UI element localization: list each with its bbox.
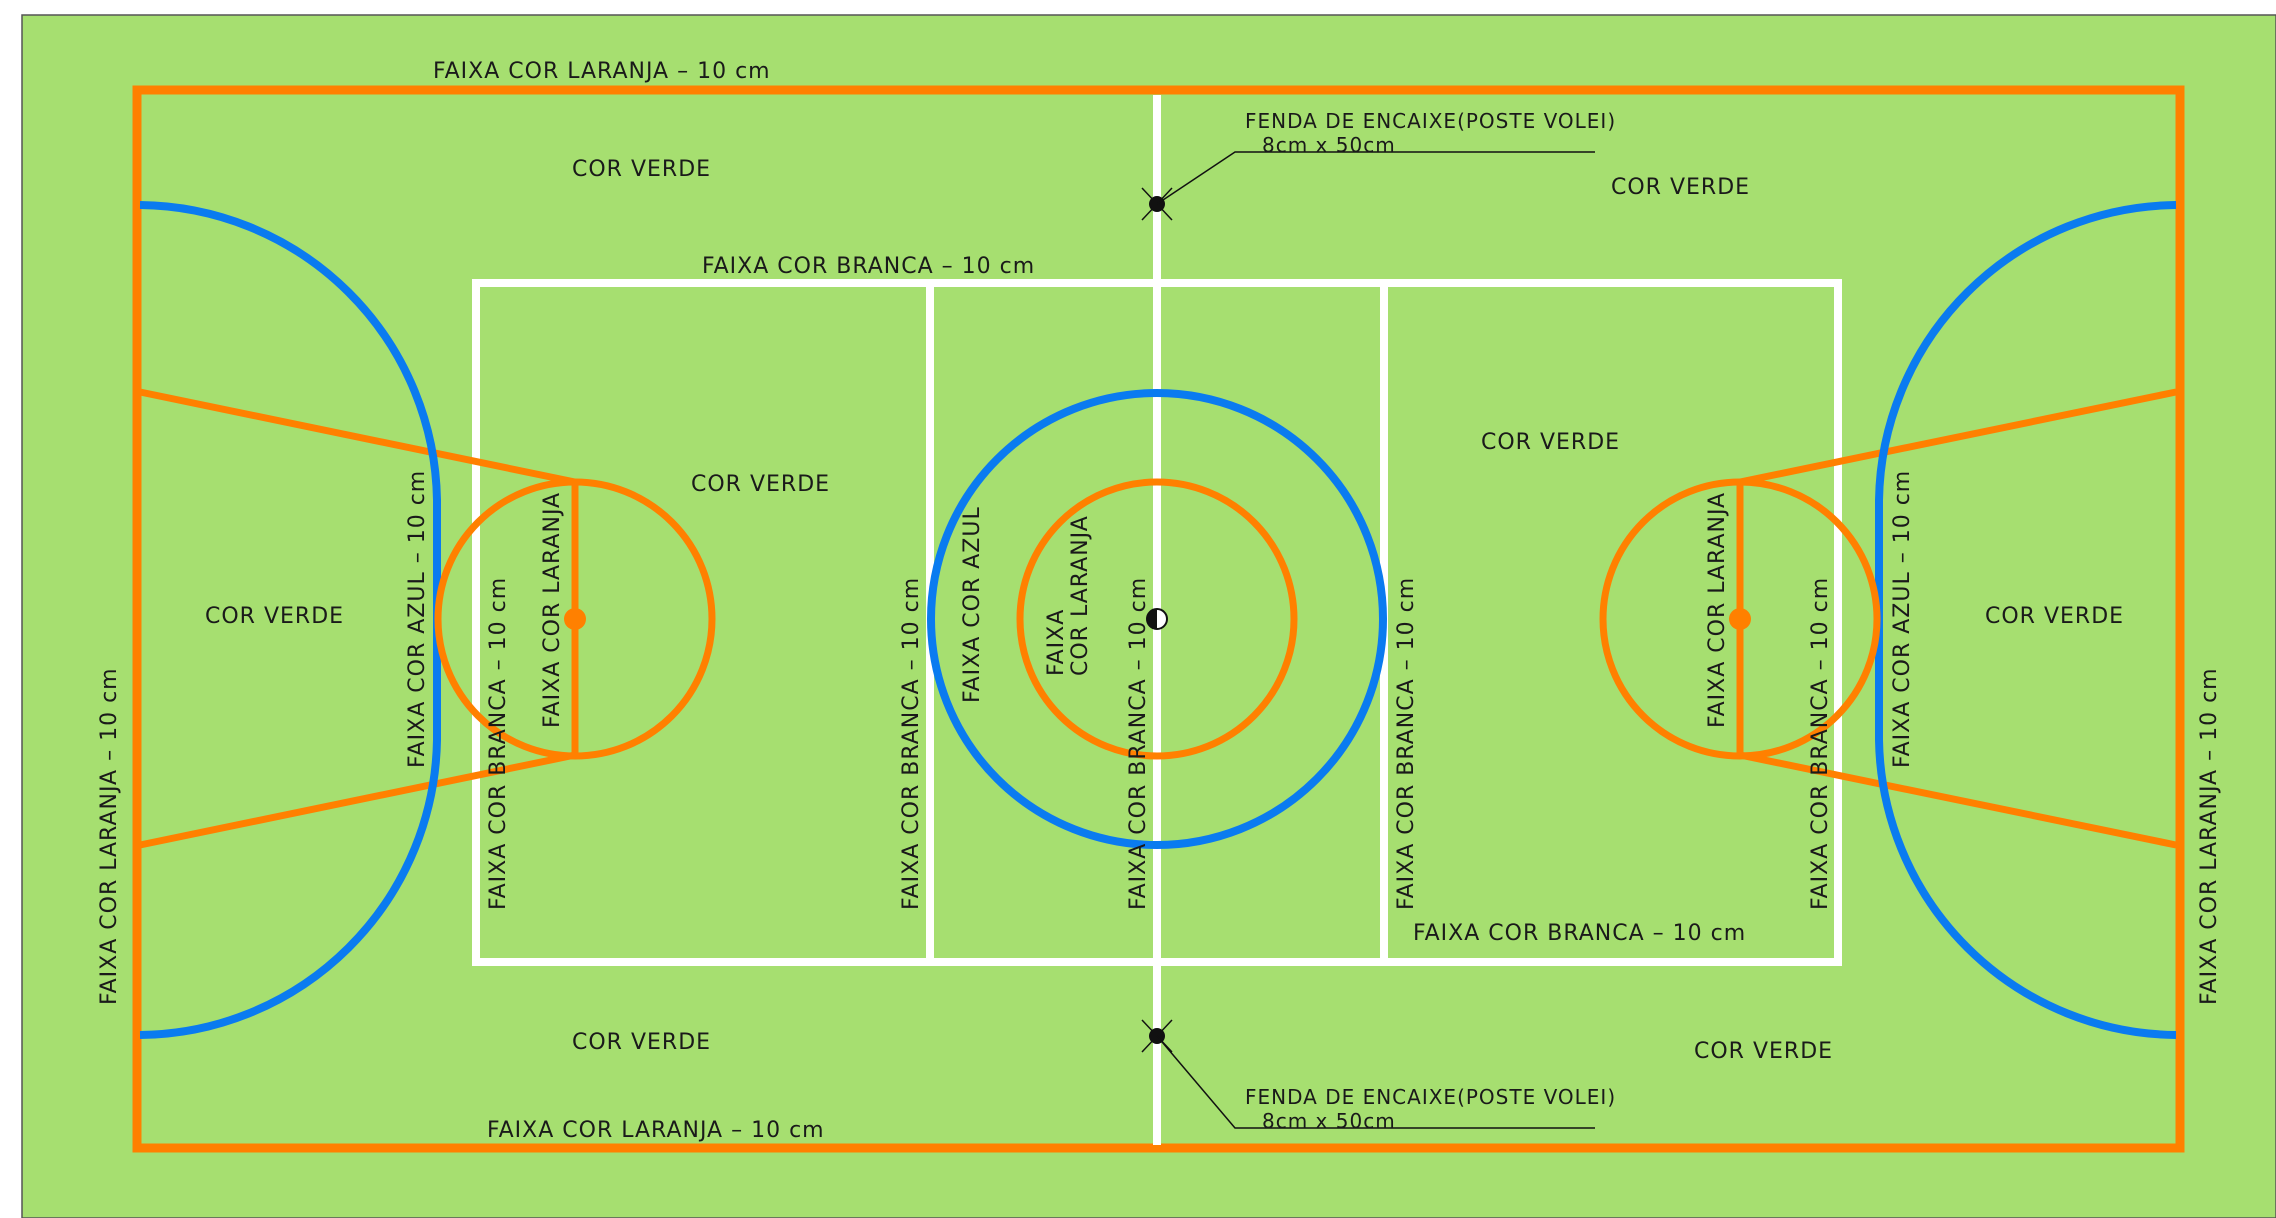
label-slot-top-line1: FENDA DE ENCAIXE(POSTE VOLEI) [1245, 109, 1616, 133]
label-left-blue-band: FAIXA COR AZUL – 10 cm [405, 470, 430, 768]
label-green-bottom-right: COR VERDE [1694, 1039, 1833, 1064]
label-center-white: FAIXA COR BRANCA – 10 cm [1126, 577, 1151, 910]
label-bottom-orange-band: FAIXA COR LARANJA – 10 cm [487, 1118, 825, 1143]
label-green-top-right: COR VERDE [1611, 175, 1750, 200]
label-left-orange-key: FAIXA COR LARANJA [540, 492, 565, 728]
label-green-bottom-left: COR VERDE [572, 1030, 711, 1055]
label-mid-left-white: FAIXA COR BRANCA – 10 cm [899, 577, 924, 910]
label-green-left: COR VERDE [205, 604, 344, 629]
label-right-orange-key: FAIXA COR LARANJA [1705, 492, 1730, 728]
label-mid-right-white: FAIXA COR BRANCA – 10 cm [1394, 577, 1419, 910]
label-center-orange-line1: FAIXA [1044, 609, 1069, 676]
label-green-right: COR VERDE [1985, 604, 2124, 629]
label-center-orange-line2: COR LARANJA [1068, 515, 1093, 676]
label-green-top-left: COR VERDE [572, 157, 711, 182]
label-right-orange-band: FAIXA COR LARANJA – 10 cm [2197, 667, 2222, 1005]
label-green-key-right: COR VERDE [1481, 430, 1620, 455]
label-slot-bottom-line2: 8cm x 50cm [1262, 1109, 1396, 1133]
label-right-white-band-v: FAIXA COR BRANCA – 10 cm [1808, 577, 1833, 910]
label-slot-bottom-line1: FENDA DE ENCAIXE(POSTE VOLEI) [1245, 1085, 1616, 1109]
label-center-blue: FAIXA COR AZUL [960, 506, 985, 703]
label-green-key-left: COR VERDE [691, 472, 830, 497]
label-right-blue-band: FAIXA COR AZUL – 10 cm [1890, 470, 1915, 768]
label-slot-top-line2: 8cm x 50cm [1262, 133, 1396, 157]
left-key-dot [564, 608, 586, 630]
label-bottom-white-band: FAIXA COR BRANCA – 10 cm [1413, 921, 1746, 946]
label-left-orange-band: FAIXA COR LARANJA – 10 cm [97, 667, 122, 1005]
right-key-dot [1729, 608, 1751, 630]
label-left-white-band-v: FAIXA COR BRANCA – 10 cm [486, 577, 511, 910]
label-top-orange-band: FAIXA COR LARANJA – 10 cm [433, 59, 771, 84]
label-top-white-band: FAIXA COR BRANCA – 10 cm [702, 254, 1035, 279]
